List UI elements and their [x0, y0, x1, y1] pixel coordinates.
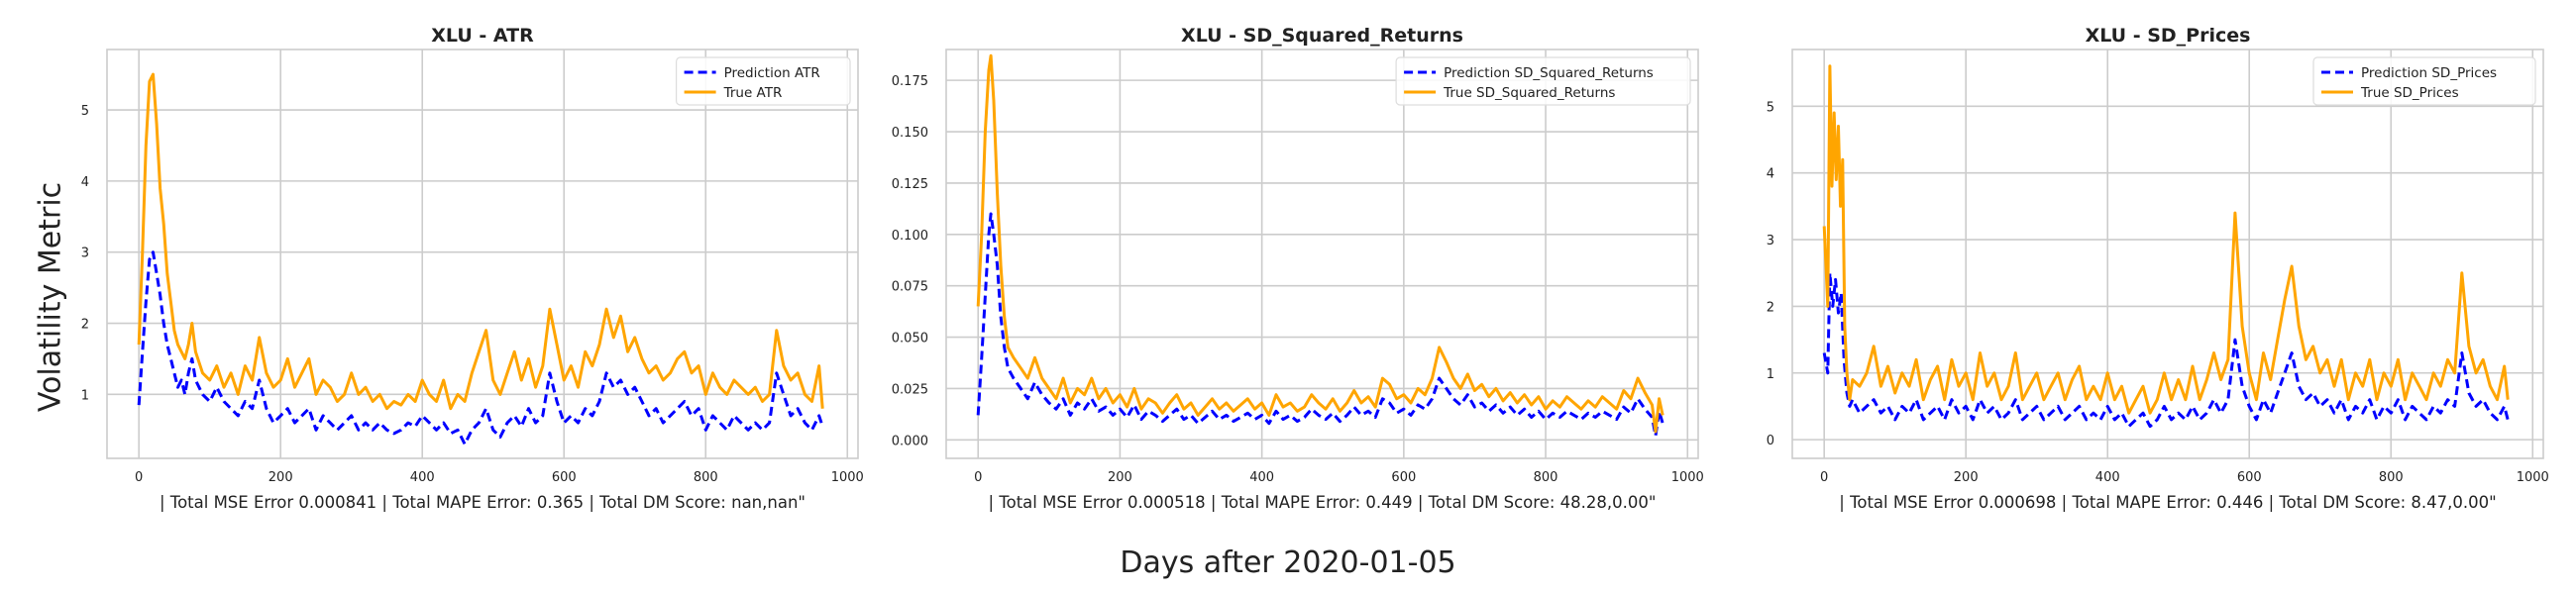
sdsr-xtick-label: 400 [1249, 470, 1274, 485]
sdsr-xtick-label: 1000 [1671, 470, 1704, 485]
sdp-title: XLU - SD_Prices [2086, 25, 2251, 47]
atr-error-summary: | Total MSE Error 0.000841 | Total MAPE … [160, 493, 805, 512]
sdsr-error-summary: | Total MSE Error 0.000518 | Total MAPE … [989, 493, 1657, 512]
atr-legend-box [675, 56, 851, 106]
sdp-legend-label: True SD_Prices [2360, 85, 2459, 101]
atr-xtick-label: 600 [552, 470, 577, 485]
sdsr-title: XLU - SD_Squared_Returns [1181, 25, 1463, 47]
sdsr-legend-label: True SD_Squared_Returns [1443, 85, 1615, 101]
sdp-ytick-label: 1 [1767, 367, 1774, 382]
sdsr-xtick-label: 600 [1391, 470, 1416, 485]
sdsr-series-line-true [976, 53, 1664, 434]
sdsr-ytick-label: 0.150 [892, 126, 928, 141]
sdsr-axes-frame [945, 49, 1699, 459]
sdsr-ytick-label: 0.175 [892, 74, 928, 89]
sdp-xtick-label: 1000 [2517, 470, 2549, 485]
sdsr-xtick-label: 200 [1108, 470, 1132, 485]
sdp-xtick-label: 200 [1954, 470, 1979, 485]
subplot-sd-prices: 0 200 400 600 800 1000 0 1 2 3 4 5 XLU - SD_Prices | … [1767, 25, 2549, 512]
sdsr-legend-label: Prediction SD_Squared_Returns [1444, 65, 1654, 81]
sdp-xtick-label: 0 [1820, 470, 1828, 485]
sdsr-series-line-prediction [976, 212, 1664, 438]
atr-ytick-label: 3 [81, 247, 89, 261]
atr-xtick-label: 0 [135, 470, 143, 485]
sdp-ytick-label: 5 [1767, 100, 1774, 115]
atr-legend-label: Prediction ATR [724, 65, 820, 81]
sdsr-ytick-label: 0.100 [892, 229, 928, 244]
sdsr-ytick-label: 0.050 [892, 332, 928, 346]
atr-ytick-label: 1 [81, 388, 89, 403]
atr-axes-frame [106, 49, 859, 459]
figure-xlabel: Days after 2020-01-05 [1120, 545, 1455, 580]
sdsr-xtick-label: 0 [974, 470, 982, 485]
sdp-legend-label: Prediction SD_Prices [2361, 65, 2497, 81]
sdp-ytick-label: 3 [1767, 234, 1774, 248]
atr-xtick-label: 400 [410, 470, 435, 485]
atr-series-line-true [137, 72, 824, 411]
atr-title: XLU - ATR [431, 25, 534, 47]
sdp-ytick-label: 0 [1767, 434, 1774, 448]
sdsr-xtick-label: 800 [1534, 470, 1558, 485]
sdp-ytick-label: 2 [1767, 300, 1774, 315]
atr-series-line-prediction [137, 250, 824, 446]
sdp-xtick-label: 400 [2095, 470, 2120, 485]
sdp-legend-box [2312, 56, 2536, 106]
sdp-error-summary: | Total MSE Error 0.000698 | Total MAPE … [1839, 493, 2496, 512]
sdsr-ytick-label: 0.075 [892, 280, 928, 295]
sdp-xtick-label: 600 [2237, 470, 2262, 485]
figure-ylabel: Volatility Metric [34, 182, 68, 412]
sdsr-legend-box [1395, 56, 1691, 106]
sdsr-ytick-label: 0.000 [892, 434, 928, 448]
sdp-ytick-label: 4 [1767, 167, 1774, 182]
sdp-axes-frame [1791, 49, 2544, 459]
atr-ytick-label: 4 [81, 175, 89, 190]
subplot-atr: 0 200 400 600 800 1000 1 2 3 4 5 XLU - ATR | Total M… [81, 25, 864, 512]
atr-ytick-label: 5 [81, 104, 89, 119]
sdp-series-line-prediction [1822, 271, 2510, 429]
atr-legend-label: True ATR [723, 85, 783, 101]
atr-xtick-label: 1000 [831, 470, 864, 485]
subplot-sd-squared-returns: 0 200 400 600 800 1000 0.000 0.025 0.050 0.075 0.1… [892, 25, 1704, 512]
atr-xtick-label: 800 [694, 470, 718, 485]
sdsr-ytick-label: 0.125 [892, 177, 928, 192]
sdp-xtick-label: 800 [2379, 470, 2404, 485]
atr-xtick-label: 200 [268, 470, 293, 485]
sdp-series-line-true [1822, 64, 2510, 415]
atr-ytick-label: 2 [81, 318, 89, 333]
sdsr-ytick-label: 0.025 [892, 382, 928, 397]
